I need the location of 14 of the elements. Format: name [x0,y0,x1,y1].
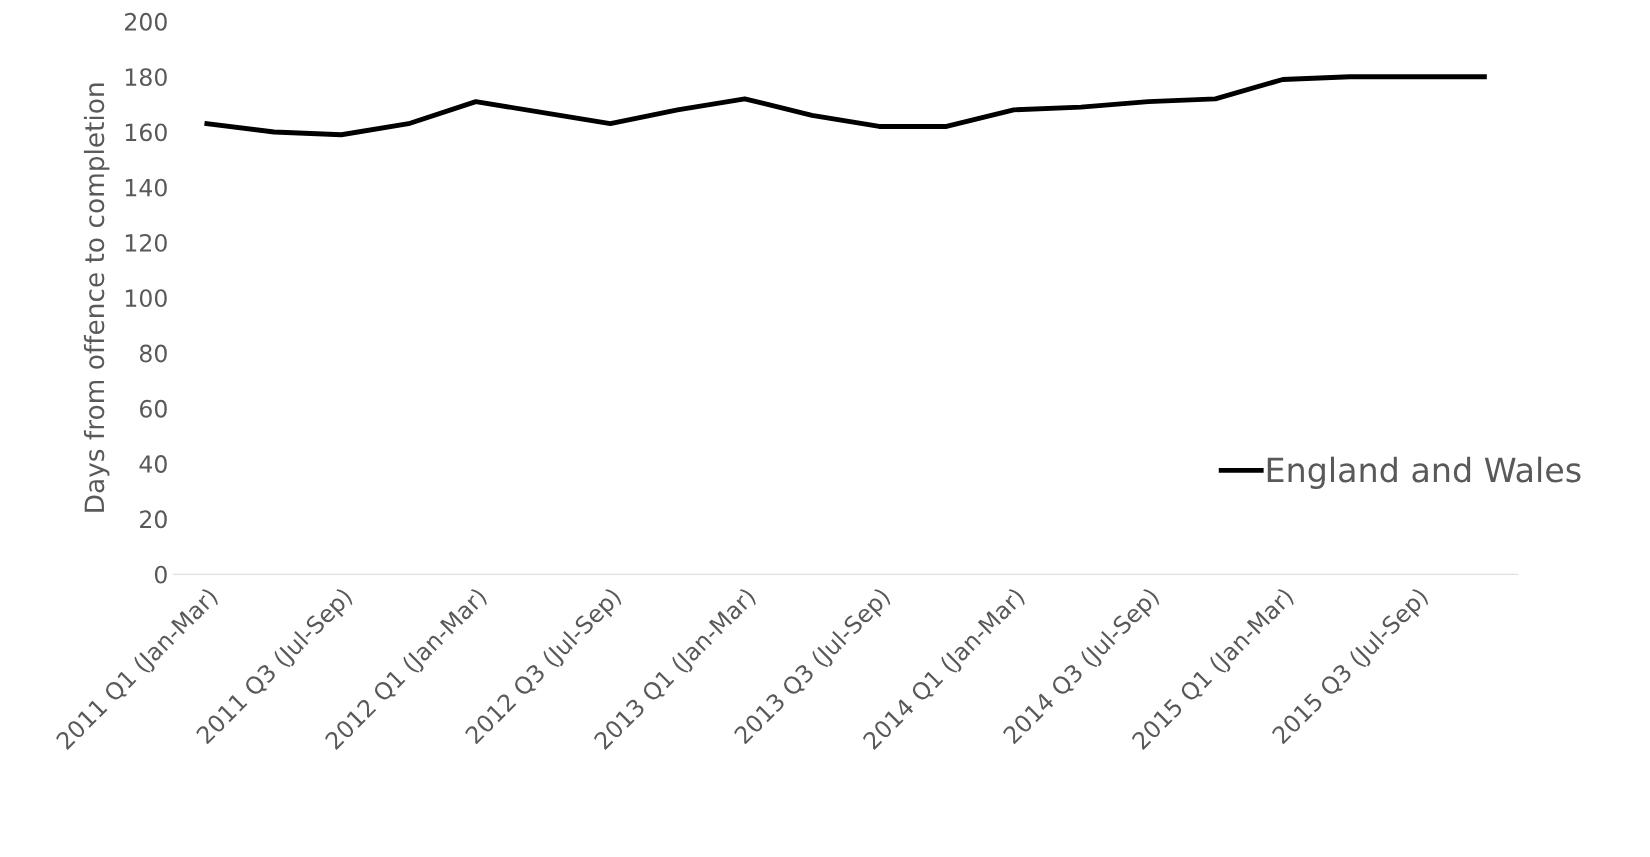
y-tick-label: 120 [125,233,167,252]
y-tick-label: 200 [125,12,167,31]
y-axis-title: Days from offence to completion [83,83,110,512]
y-tick-label: 100 [125,289,167,308]
y-tick-label: 180 [125,68,167,87]
y-tick-label: 20 [140,510,167,529]
y-tick-label: 60 [139,399,167,418]
y-tick-label: 80 [139,344,167,363]
line-series [204,74,1487,138]
y-tick-label: 160 [125,123,167,142]
y-tick-label: 40 [139,455,167,473]
y-tick-label: 0 [154,565,167,584]
legend-label: England and Wales [1267,456,1581,489]
y-tick-label: 140 [125,178,167,197]
